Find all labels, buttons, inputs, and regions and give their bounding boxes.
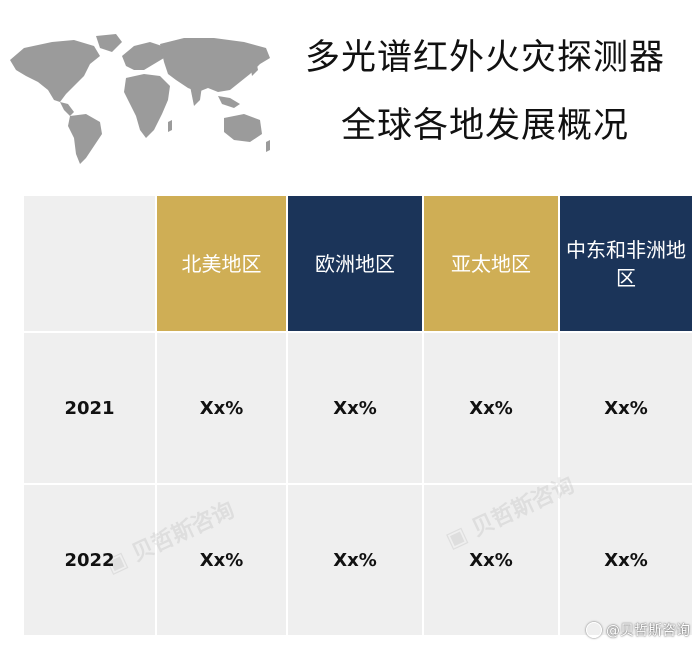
row-year-2021: 2021 [24,333,155,483]
table-cell: Xx% [424,333,558,483]
page-title: 多光谱红外火灾探测器 [304,38,665,78]
table-cell: Xx% [157,485,286,635]
page-subtitle: 全球各地发展概况 [340,106,629,146]
table-cell: Xx% [288,485,422,635]
region-table: 北美地区 欧洲地区 亚太地区 中东和非洲地区 2021 Xx% Xx% Xx% … [24,196,692,635]
table-cell: Xx% [560,485,692,635]
row-year-2022: 2022 [24,485,155,635]
source-credit: @贝哲斯咨询 [586,620,690,640]
table-cell: Xx% [424,485,558,635]
header-asia-pacific: 亚太地区 [424,196,558,331]
header-north-america: 北美地区 [157,196,286,331]
world-map-icon [10,34,270,164]
table-corner-cell [24,196,155,331]
source-label: @贝哲斯咨询 [606,623,690,639]
table-cell: Xx% [157,333,286,483]
weibo-logo-icon [586,622,602,638]
table-cell: Xx% [288,333,422,483]
table-cell: Xx% [560,333,692,483]
header-europe: 欧洲地区 [288,196,422,331]
header-middle-east-africa: 中东和非洲地区 [560,196,692,331]
